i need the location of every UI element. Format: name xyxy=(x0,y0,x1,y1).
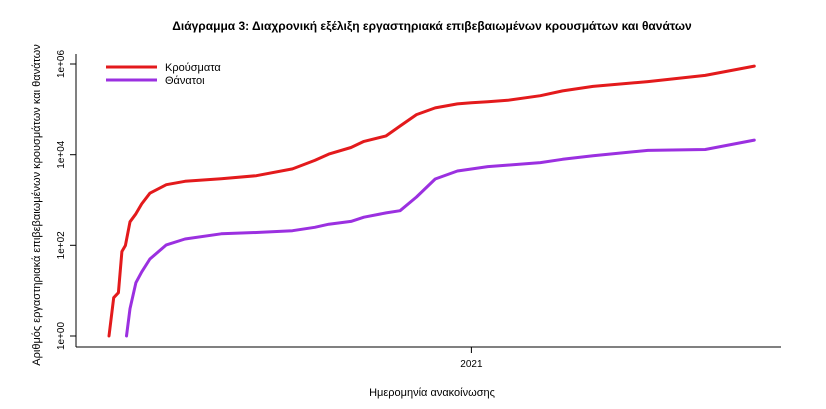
legend-label-cases: Κρούσματα xyxy=(165,62,221,74)
series-line-1 xyxy=(125,138,756,338)
series-layer xyxy=(107,64,756,338)
y-tick-layer: 1e+00 1e+02 1e+04 1e+06 xyxy=(56,50,76,351)
y-tick-label: 1e+02 xyxy=(56,231,67,260)
chart-title: Διάγραμμα 3: Διαχρονική εξέλιξη εργαστηρ… xyxy=(172,19,692,33)
y-tick-label: 1e+04 xyxy=(56,140,67,169)
y-axis-label: Αριθμός εργαστηριακά επιβεβαιωμένων κρου… xyxy=(31,44,43,366)
series-line-0 xyxy=(107,64,756,338)
x-axis-label: Ημερομηνία ανακοίνωσης xyxy=(369,387,495,399)
legend: Κρούσματα Θάνατοι xyxy=(106,62,221,87)
x-tick-label: 2021 xyxy=(460,359,483,370)
x-tick-layer: 2021 xyxy=(460,347,483,370)
y-tick-label: 1e+00 xyxy=(56,322,67,351)
y-tick-label: 1e+06 xyxy=(56,50,67,79)
plot-area: 1e+00 1e+02 1e+04 1e+06 2021 xyxy=(56,50,781,370)
legend-label-deaths: Θάνατοι xyxy=(165,75,205,87)
